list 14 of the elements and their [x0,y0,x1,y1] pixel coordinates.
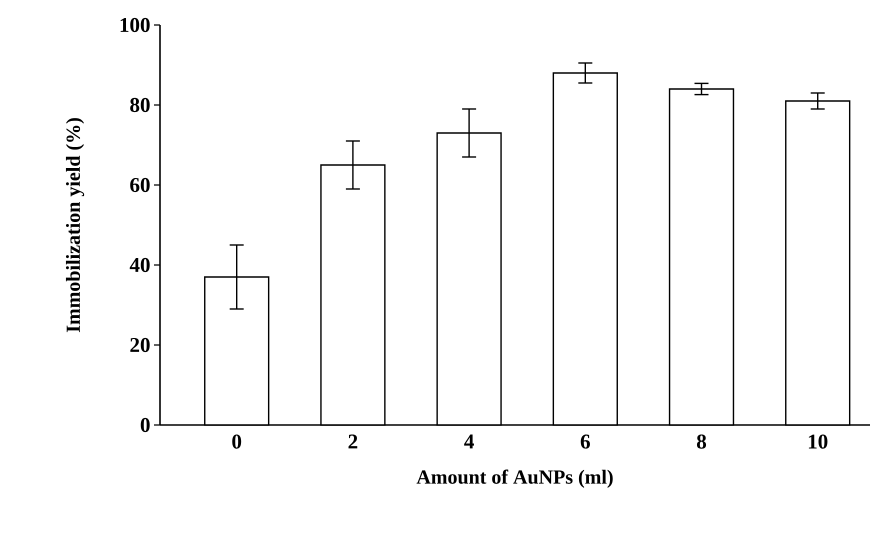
y-tick-label: 80 [130,98,150,112]
x-tick-label: 0 [232,434,242,449]
x-tick-label: 6 [580,434,590,449]
y-tick-label: 40 [130,258,150,272]
x-tick-label: 8 [696,434,706,449]
x-tick-label: 2 [348,434,358,448]
x-tick-label: 4 [464,434,474,448]
x-axis-title: Amount of AuNPs (ml) [416,470,613,488]
y-tick-label: 100 [120,18,150,32]
y-tick-label: 0 [140,418,150,432]
y-axis-title: Immobilization yield (%) [66,118,84,332]
y-tick-label: 60 [130,178,150,192]
y-tick-label: 20 [130,338,150,352]
x-tick-label: 10 [808,434,828,449]
